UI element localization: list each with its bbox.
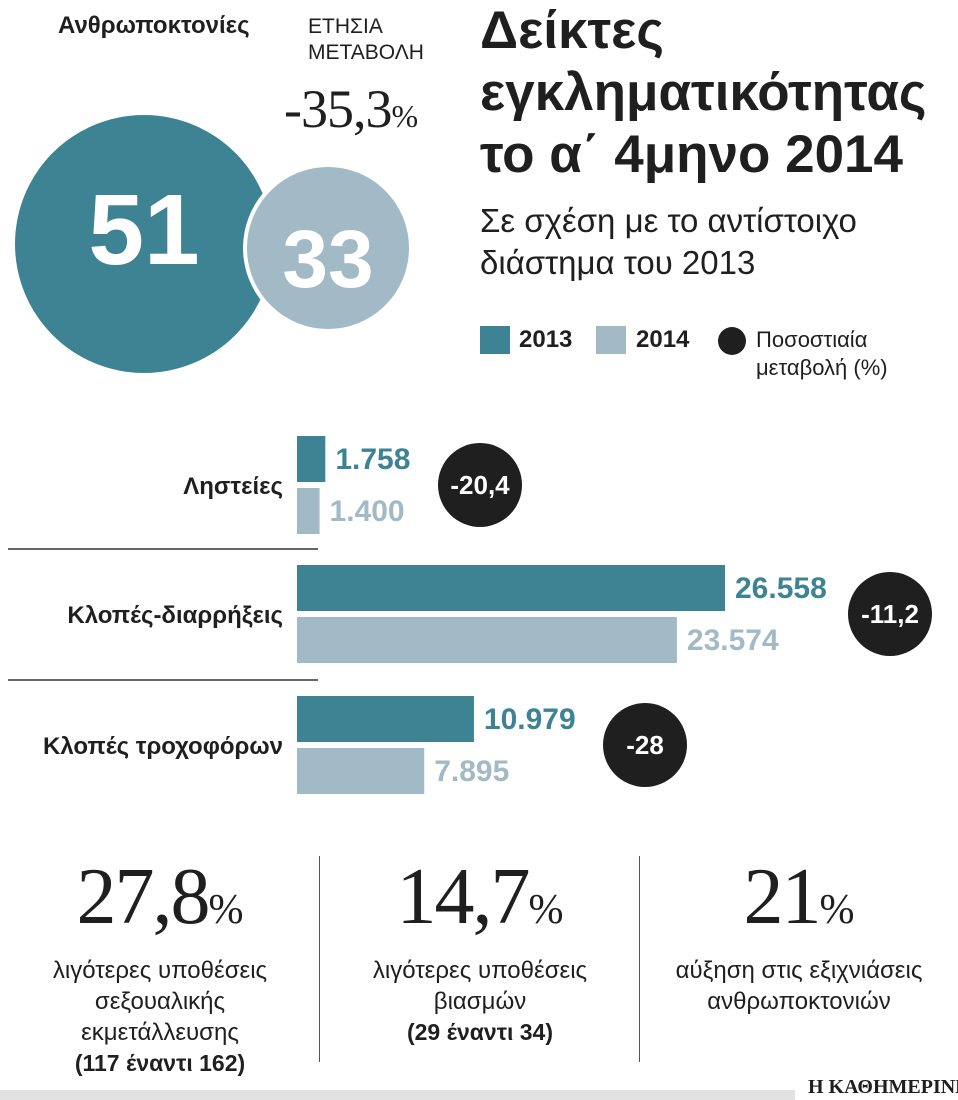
stat-unit: % — [819, 887, 855, 933]
pct-change-badge — [848, 572, 932, 656]
page-title-line1: Δείκτες — [480, 1, 664, 60]
stat-description-line: ανθρωποκτονιών — [707, 988, 891, 1015]
pct-change-badge — [603, 703, 687, 787]
stat-value: 21 — [743, 853, 822, 941]
category-label: Κλοπές-διαρρήξεις — [67, 602, 283, 629]
stat-description-line: εκμετάλλευσης — [81, 1019, 239, 1046]
data-label-2013: 26.558 — [735, 572, 827, 605]
bar-2014 — [297, 748, 425, 794]
bar-2014 — [297, 617, 677, 663]
bar-2013 — [297, 565, 725, 611]
bar-2014 — [297, 488, 320, 534]
stat-value: 27,8 — [76, 853, 211, 941]
annual-change-label-line2: ΜΕΤΑΒΟΛΗ — [308, 41, 424, 64]
homicides-label: Ανθρωποκτονίες — [58, 12, 250, 39]
legend-swatch-pct — [718, 327, 746, 355]
stat-value: 14,7 — [396, 853, 531, 941]
pct-change-label: -11,2 — [861, 599, 919, 629]
data-label-2014: 23.574 — [687, 624, 779, 657]
category-label: Κλοπές τροχοφόρων — [43, 733, 283, 760]
category-label: Ληστείες — [183, 473, 283, 500]
stat-description-line: αύξηση στις εξιχνιάσεις — [675, 957, 923, 984]
stat-rapes: 14,7% λιγότερες υποθέσεις βιασμών (29 έν… — [330, 852, 630, 1048]
homicides-2014-circle: 33 — [243, 163, 413, 333]
stat-description-line: βιασμών — [433, 988, 527, 1015]
page-title: Δείκτες εγκληματικότητας το α΄ 4μηνο 201… — [480, 0, 926, 186]
pct-change-label: -20,4 — [450, 470, 510, 500]
annual-change-label: ΕΤΗΣΙΑ ΜΕΤΑΒΟΛΗ — [308, 14, 424, 66]
legend-label-pct-line1: Ποσοστιαία — [756, 327, 868, 352]
publisher-logo: Η ΚΑΘΗΜΕΡΙΝΗ — [808, 1076, 958, 1098]
stat-note: (29 έναντι 34) — [406, 1019, 554, 1045]
pct-change-label: -28 — [626, 730, 664, 760]
stat-homicide-solved-value: 21% — [650, 852, 948, 955]
stat-description-line: λιγότερες υποθέσεις — [372, 957, 588, 984]
stat-sexual-exploitation: 27,8% λιγότερες υποθέσεις σεξουαλικής εκ… — [10, 852, 310, 1079]
stat-homicide-solved: 21% αύξηση στις εξιχνιάσεις ανθρωποκτονι… — [650, 852, 948, 1017]
data-label-2014: 7.895 — [434, 755, 509, 788]
stat-unit: % — [528, 887, 564, 933]
pct-change-badge — [438, 443, 522, 527]
page-title-line2: εγκληματικότητας — [480, 63, 927, 122]
stat-description-line: σεξουαλικής — [94, 988, 226, 1015]
bar-2013 — [297, 696, 474, 742]
legend-label-2014: 2014 — [636, 326, 690, 353]
bar-2013 — [297, 436, 326, 482]
stat-rapes-value: 14,7% — [330, 852, 630, 955]
legend-label-pct-line2: μεταβολή (%) — [756, 355, 888, 380]
footer-band — [0, 1090, 795, 1100]
data-label-2014: 1.400 — [330, 495, 405, 528]
subtitle-line2: διάστημα του 2013 — [480, 244, 756, 281]
data-label-2013: 1.758 — [335, 443, 410, 476]
subtitle: Σε σχέση με το αντίστοιχο διάστημα του 2… — [480, 200, 857, 284]
stat-divider — [639, 856, 640, 1062]
legend-label-2013: 2013 — [519, 326, 573, 353]
page-title-line3: το α΄ 4μηνο 2014 — [480, 125, 903, 184]
stat-description-line: λιγότερες υποθέσεις — [52, 957, 268, 984]
homicides-change: -35,3% — [284, 78, 418, 140]
legend-swatch-2014 — [596, 326, 626, 354]
stat-divider — [319, 856, 320, 1062]
legend-swatch-2013 — [480, 326, 510, 354]
homicides-change-value: -35,3 — [284, 79, 392, 139]
annual-change-label-line1: ΕΤΗΣΙΑ — [308, 15, 383, 38]
homicides-change-unit: % — [391, 98, 418, 134]
data-label-2013: 10.979 — [484, 703, 576, 736]
homicides-2013-circle: 51 — [15, 115, 273, 373]
subtitle-line1: Σε σχέση με το αντίστοιχο — [480, 202, 857, 239]
legend-label-pct: Ποσοστιαία μεταβολή (%) — [756, 326, 888, 382]
stat-note: (117 έναντι 162) — [74, 1050, 246, 1076]
stat-sexual-exploitation-value: 27,8% — [10, 852, 310, 955]
stat-unit: % — [208, 887, 244, 933]
